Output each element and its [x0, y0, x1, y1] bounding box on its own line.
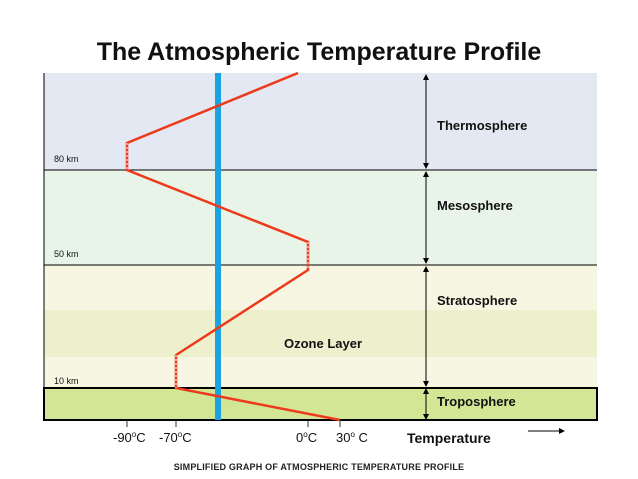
temp-label-minus90: -90oC [113, 430, 146, 445]
troposphere-band [43, 387, 598, 421]
figure-caption: SIMPLIFIED GRAPH OF ATMOSPHERIC TEMPERAT… [173, 462, 465, 472]
thermosphere-band [44, 73, 597, 170]
temp-label-0: 0oC [296, 430, 317, 445]
troposphere-label: Troposphere [437, 394, 516, 409]
thermosphere-label: Thermosphere [437, 118, 527, 133]
ozone-band [44, 310, 597, 357]
temp-label-30: 30o C [336, 430, 368, 445]
altitude-label-10km: 10 km [54, 376, 79, 386]
mesosphere-label: Mesosphere [437, 198, 513, 213]
stratosphere-label: Stratosphere [437, 293, 517, 308]
ozone-layer-label: Ozone Layer [284, 336, 362, 351]
x-axis-label: Temperature [407, 430, 491, 446]
altitude-label-50km: 50 km [54, 249, 79, 259]
temp-label-minus70: -70oC [159, 430, 192, 445]
mesosphere-band [44, 170, 597, 265]
page-title: The Atmospheric Temperature Profile [96, 38, 542, 66]
altitude-label-80km: 80 km [54, 154, 79, 164]
